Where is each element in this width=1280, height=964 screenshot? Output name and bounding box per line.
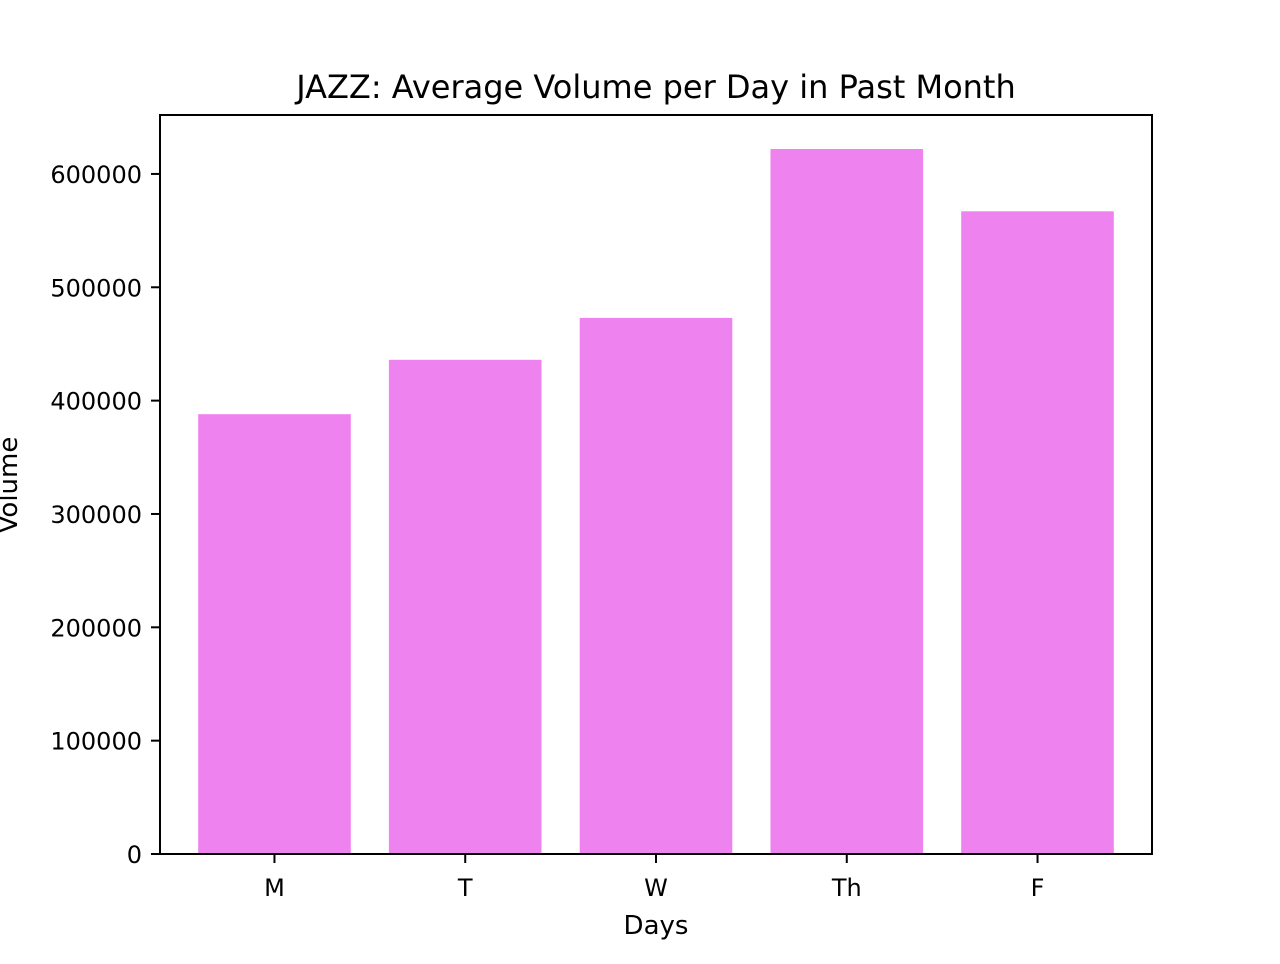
y-tick-label: 100000: [50, 728, 142, 756]
x-ticks: M T W Th F: [264, 854, 1044, 902]
y-tick-label: 400000: [50, 388, 142, 416]
x-axis-label: Days: [624, 911, 689, 941]
y-axis-label: Volume: [0, 437, 24, 534]
y-ticks: 0 100000 200000 300000 400000 500000 600000: [50, 161, 160, 869]
y-tick-label: 300000: [50, 501, 142, 529]
bar-m: [198, 414, 351, 854]
x-tick-label: T: [457, 874, 473, 902]
x-tick-label: W: [644, 874, 668, 902]
plot-frame: [159, 114, 1153, 855]
y-tick-label: 600000: [50, 161, 142, 189]
bar-th: [770, 149, 924, 854]
y-tick-label: 0: [127, 841, 142, 869]
bar-w: [579, 317, 733, 854]
bar-t: [388, 359, 542, 854]
x-tick-label: F: [1031, 874, 1045, 902]
x-tick-label: Th: [831, 874, 862, 902]
chart-title: JAZZ: Average Volume per Day in Past Mon…: [294, 68, 1016, 106]
bar-f: [961, 211, 1114, 855]
y-tick-label: 500000: [50, 274, 142, 302]
bars-layer: [198, 149, 1114, 855]
y-tick-label: 200000: [50, 614, 142, 642]
x-tick-label: M: [264, 874, 285, 902]
